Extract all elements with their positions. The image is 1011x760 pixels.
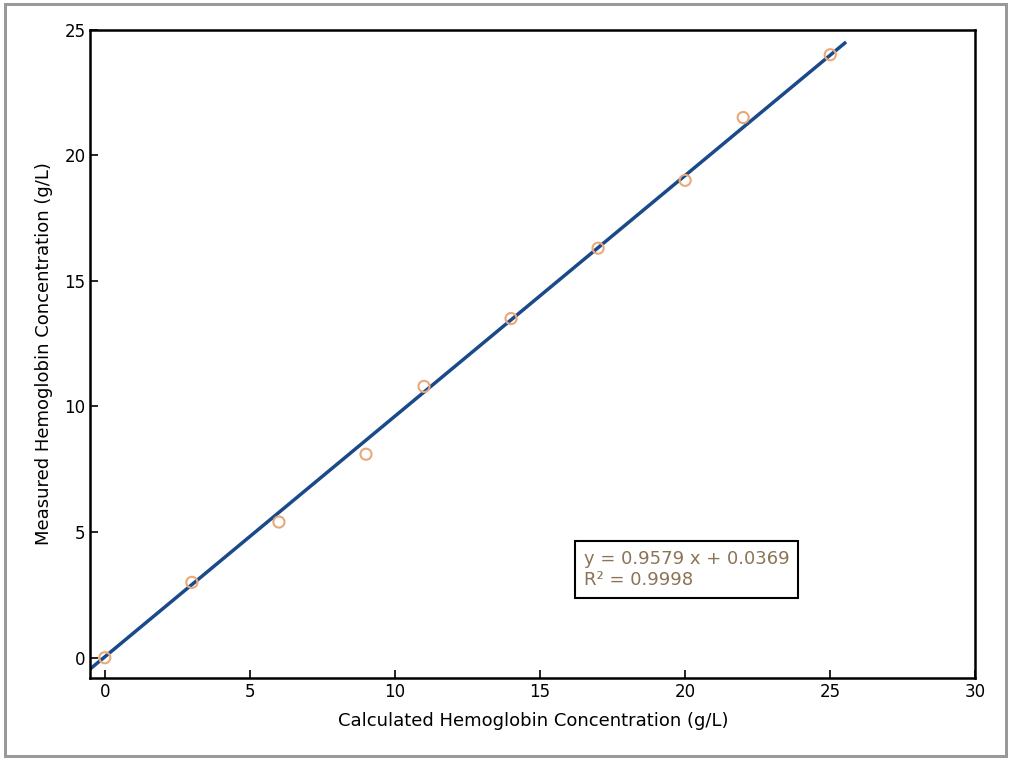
Point (271, 516, 287, 528)
Point (416, 380, 432, 392)
Point (184, 576, 200, 588)
Point (822, 49, 838, 61)
Text: y = 0.9579 x + 0.0369
R² = 0.9998: y = 0.9579 x + 0.0369 R² = 0.9998 (583, 550, 790, 589)
Point (677, 174, 694, 186)
Point (735, 112, 751, 124)
Point (590, 242, 607, 255)
X-axis label: Calculated Hemoglobin Concentration (g/L): Calculated Hemoglobin Concentration (g/L… (338, 712, 728, 730)
Y-axis label: Measured Hemoglobin Concentration (g/L): Measured Hemoglobin Concentration (g/L) (35, 163, 54, 545)
Point (97, 651, 113, 663)
Point (358, 448, 374, 461)
Point (502, 312, 519, 325)
